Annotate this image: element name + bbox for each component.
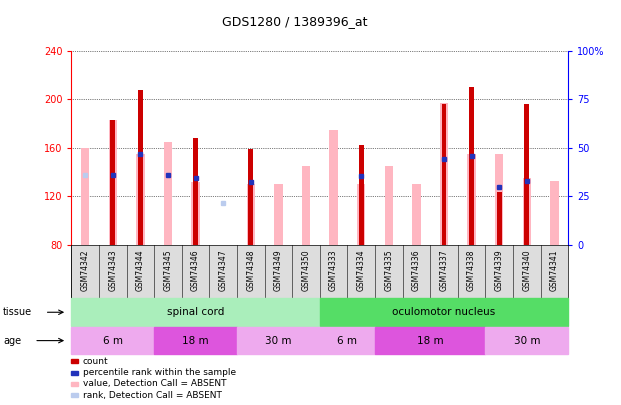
- Text: GSM74339: GSM74339: [495, 249, 504, 291]
- Text: value, Detection Call = ABSENT: value, Detection Call = ABSENT: [83, 379, 226, 388]
- Text: GSM74344: GSM74344: [136, 249, 145, 291]
- Bar: [191, 182, 200, 245]
- Text: count: count: [83, 357, 108, 366]
- Bar: [497, 192, 502, 245]
- Text: GSM74338: GSM74338: [467, 249, 476, 291]
- Bar: [440, 103, 448, 245]
- Bar: [330, 130, 338, 245]
- Bar: [302, 166, 310, 245]
- Bar: [71, 327, 154, 354]
- Bar: [524, 104, 529, 245]
- Text: GSM74334: GSM74334: [356, 249, 366, 291]
- Text: GSM74348: GSM74348: [247, 249, 255, 291]
- Bar: [109, 120, 117, 245]
- Text: GSM74341: GSM74341: [550, 249, 559, 291]
- Bar: [111, 120, 116, 245]
- Text: rank, Detection Call = ABSENT: rank, Detection Call = ABSENT: [83, 391, 222, 400]
- Text: GSM74350: GSM74350: [302, 249, 310, 291]
- Bar: [359, 145, 364, 245]
- Text: 18 m: 18 m: [183, 336, 209, 345]
- Text: GSM74340: GSM74340: [522, 249, 532, 291]
- Bar: [486, 327, 568, 354]
- Text: 6 m: 6 m: [103, 336, 123, 345]
- Bar: [248, 149, 253, 245]
- Text: 6 m: 6 m: [337, 336, 358, 345]
- Bar: [442, 104, 446, 245]
- Text: GSM74343: GSM74343: [108, 249, 117, 291]
- Bar: [523, 178, 531, 245]
- Text: GSM74346: GSM74346: [191, 249, 200, 291]
- Text: spinal cord: spinal cord: [167, 307, 224, 317]
- Bar: [384, 166, 393, 245]
- Bar: [193, 138, 198, 245]
- Text: GSM74349: GSM74349: [274, 249, 283, 291]
- Text: GSM74336: GSM74336: [412, 249, 421, 291]
- Text: GSM74345: GSM74345: [163, 249, 173, 291]
- Bar: [469, 87, 474, 245]
- Bar: [320, 327, 375, 354]
- Bar: [237, 327, 320, 354]
- Bar: [375, 327, 486, 354]
- Text: percentile rank within the sample: percentile rank within the sample: [83, 368, 236, 377]
- Text: tissue: tissue: [3, 307, 32, 317]
- Bar: [136, 154, 145, 245]
- Bar: [412, 184, 420, 245]
- Text: GSM74347: GSM74347: [219, 249, 228, 291]
- Bar: [71, 298, 320, 326]
- Text: GDS1280 / 1389396_at: GDS1280 / 1389396_at: [222, 15, 368, 28]
- Text: GSM74342: GSM74342: [81, 249, 89, 291]
- Bar: [81, 148, 89, 245]
- Bar: [154, 327, 237, 354]
- Bar: [164, 142, 172, 245]
- Text: oculomotor nucleus: oculomotor nucleus: [392, 307, 496, 317]
- Text: 30 m: 30 m: [514, 336, 540, 345]
- Bar: [468, 154, 476, 245]
- Bar: [550, 181, 558, 245]
- Bar: [495, 154, 504, 245]
- Bar: [138, 90, 143, 245]
- Text: GSM74337: GSM74337: [440, 249, 448, 291]
- Bar: [274, 184, 283, 245]
- Text: GSM74333: GSM74333: [329, 249, 338, 291]
- Text: 30 m: 30 m: [265, 336, 292, 345]
- Text: age: age: [3, 336, 21, 345]
- Bar: [320, 298, 568, 326]
- Bar: [247, 184, 255, 245]
- Text: 18 m: 18 m: [417, 336, 443, 345]
- Text: GSM74335: GSM74335: [384, 249, 393, 291]
- Bar: [357, 184, 365, 245]
